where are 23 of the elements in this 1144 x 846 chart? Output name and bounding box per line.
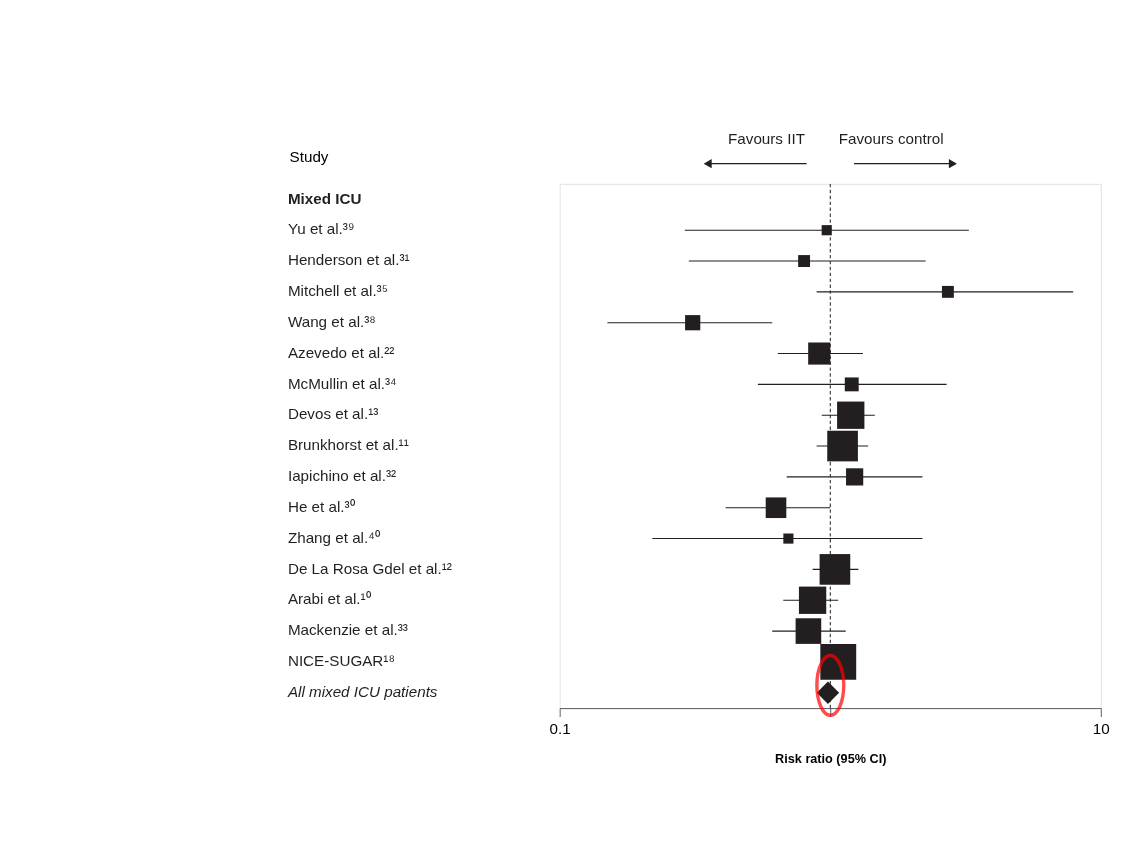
y-tick-label: McMullin et al.³⁴ — [287, 374, 397, 392]
y-tick-label: NICE-SUGAR¹⁸ — [287, 652, 395, 670]
y-tick-label: Azevedo et al.²² — [287, 343, 395, 361]
y-tick-label: Arabi et al.¹⁰ — [287, 590, 372, 608]
y-tick-label: Mitchell et al.³⁵ — [287, 282, 388, 300]
x-axis-title: Risk ratio (95% CI) — [775, 751, 887, 766]
y-tick-label: De La Rosa Gdel et al.¹² — [287, 559, 452, 577]
y-tick-label: Iapichino et al.³² — [287, 467, 397, 485]
y-tick-label: Mackenzie et al.³³ — [287, 621, 408, 639]
y-tick-label: Yu et al.³⁹ — [287, 220, 355, 238]
y-tick-label: Brunkhorst et al.¹¹ — [287, 436, 409, 454]
y-tick-label: He et al.³⁰ — [287, 497, 356, 515]
y-tick-label: Mixed ICU — [287, 189, 362, 207]
y-tick-label: All mixed ICU patients — [286, 682, 438, 700]
x-tick-label: 0.1 — [549, 719, 571, 737]
text: Favours control — [838, 130, 944, 148]
y-tick-label: Henderson et al.³¹ — [287, 251, 410, 269]
y-axis-title: Study — [289, 148, 329, 166]
y-tick-label: Zhang et al.⁴⁰ — [287, 528, 381, 546]
y-tick-label: Wang et al.³⁸ — [287, 312, 376, 330]
y-tick-label: Devos et al.¹³ — [287, 405, 379, 423]
text: Favours IIT — [728, 130, 805, 148]
x-tick-label: 10 — [1092, 719, 1110, 737]
